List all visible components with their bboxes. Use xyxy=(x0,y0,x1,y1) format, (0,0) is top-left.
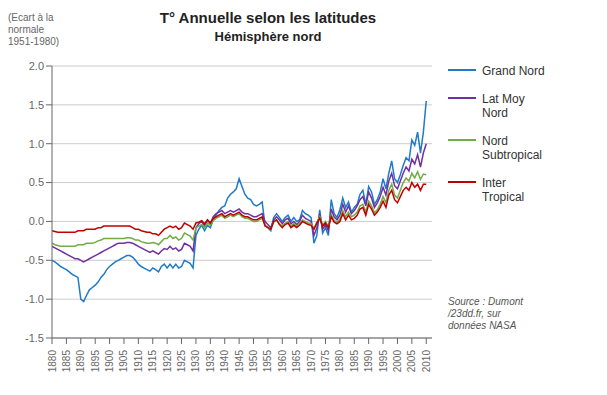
svg-text:1910: 1910 xyxy=(133,350,144,373)
svg-text:1920: 1920 xyxy=(162,350,173,373)
svg-text:2.0: 2.0 xyxy=(29,60,44,72)
svg-text:1880: 1880 xyxy=(47,350,58,373)
svg-text:1905: 1905 xyxy=(118,350,129,373)
html-text:Lat Moy Nord: Lat Moy Nord xyxy=(482,92,525,120)
svg-text:1975: 1975 xyxy=(320,350,331,373)
html-text:Source : Dumont /23dd.fr, sur: Source : Dumont /23dd.fr, sur données NA… xyxy=(448,296,523,331)
html-text:Inter Tropical: Inter Tropical xyxy=(482,176,525,204)
svg-text:2000: 2000 xyxy=(392,350,403,373)
svg-text:1955: 1955 xyxy=(262,350,273,373)
svg-text:-1.5: -1.5 xyxy=(25,332,44,344)
svg-text:1885: 1885 xyxy=(61,350,72,373)
svg-text:1950: 1950 xyxy=(248,350,259,373)
svg-text:0.0: 0.0 xyxy=(29,215,44,227)
html-text:(Ecart à la normale 1951-1980): (Ecart à la normale 1951-1980) xyxy=(8,12,60,47)
svg-text:-0.5: -0.5 xyxy=(25,254,44,266)
svg-text:1995: 1995 xyxy=(378,350,389,373)
svg-text:1940: 1940 xyxy=(219,350,230,373)
svg-text:1900: 1900 xyxy=(104,350,115,373)
svg-text:2010: 2010 xyxy=(421,350,432,373)
svg-text:1890: 1890 xyxy=(75,350,86,373)
svg-text:1990: 1990 xyxy=(363,350,374,373)
svg-text:1935: 1935 xyxy=(205,350,216,373)
svg-text:1.0: 1.0 xyxy=(29,138,44,150)
svg-text:0.5: 0.5 xyxy=(29,176,44,188)
html-text:T° Annuelle selon les latitude: T° Annuelle selon les latitudes xyxy=(159,9,377,26)
svg-text:1980: 1980 xyxy=(334,350,345,373)
svg-text:1930: 1930 xyxy=(190,350,201,373)
svg-text:1895: 1895 xyxy=(90,350,101,373)
svg-text:1925: 1925 xyxy=(176,350,187,373)
html-text:Grand Nord: Grand Nord xyxy=(482,64,545,78)
svg-text:1965: 1965 xyxy=(291,350,302,373)
svg-text:1945: 1945 xyxy=(234,350,245,373)
svg-text:1960: 1960 xyxy=(277,350,288,373)
svg-text:1970: 1970 xyxy=(306,350,317,373)
html-text:Nord Subtropical: Nord Subtropical xyxy=(482,134,542,162)
svg-text:-1.0: -1.0 xyxy=(25,293,44,305)
svg-text:1985: 1985 xyxy=(349,350,360,373)
svg-text:1.5: 1.5 xyxy=(29,99,44,111)
svg-text:1915: 1915 xyxy=(147,350,158,373)
svg-text:2005: 2005 xyxy=(406,350,417,373)
html-text:Hémisphère nord: Hémisphère nord xyxy=(214,29,322,44)
